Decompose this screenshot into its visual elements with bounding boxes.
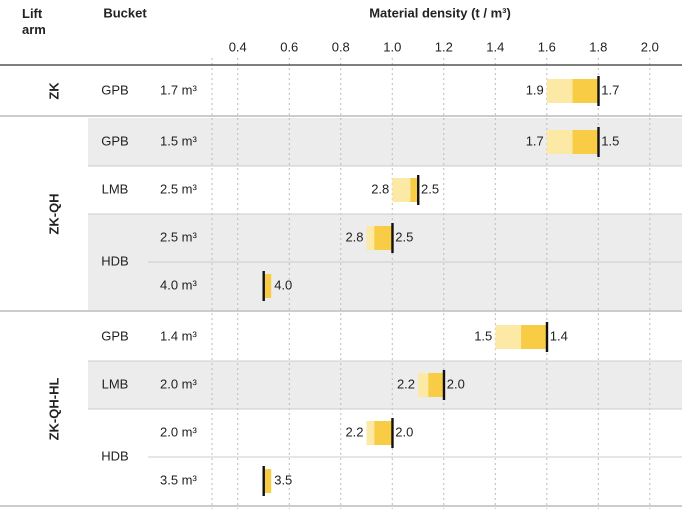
left-label: 2.2 (345, 424, 363, 439)
marker (597, 76, 600, 106)
right-label: 3.5 (274, 472, 292, 487)
marker (417, 175, 420, 205)
x-tick-label: 1.4 (486, 39, 504, 54)
volume: 2.5 m³ (160, 181, 198, 196)
volume: 1.4 m³ (160, 328, 198, 343)
light-segment (546, 79, 573, 103)
row-shade (88, 262, 682, 310)
volume: 2.0 m³ (160, 424, 198, 439)
right-label: 2.5 (421, 181, 439, 196)
volume: 2.0 m³ (160, 376, 198, 391)
light-segment (392, 178, 411, 202)
left-label: 1.9 (526, 82, 544, 97)
bucket-type: HDB (101, 253, 128, 268)
light-segment (366, 421, 375, 445)
light-segment (495, 325, 522, 349)
volume: 3.5 m³ (160, 472, 198, 487)
backgrounds (88, 118, 682, 409)
x-tick-label: 1.0 (383, 39, 401, 54)
marker (391, 223, 394, 253)
lift-arm: ZK-QH-HL (46, 378, 61, 441)
lift-arm: ZK (46, 82, 61, 100)
bucket-type: LMB (102, 181, 129, 196)
x-tick-label: 1.2 (435, 39, 453, 54)
x-tick-label: 1.6 (538, 39, 556, 54)
right-label: 2.0 (395, 424, 413, 439)
marker (597, 127, 600, 157)
right-label: 1.7 (601, 82, 619, 97)
bucket-type: GPB (101, 82, 128, 97)
right-label: 2.5 (395, 229, 413, 244)
dark-segment (572, 79, 599, 103)
right-label: 1.5 (601, 133, 619, 148)
bucket-type: LMB (102, 376, 129, 391)
row-shade (88, 361, 682, 409)
dark-segment (428, 373, 444, 397)
x-tick-label: 0.6 (280, 39, 298, 54)
bucket-type: GPB (101, 328, 128, 343)
dark-segment (263, 469, 272, 493)
right-label: 2.0 (447, 376, 465, 391)
volume: 4.0 m³ (160, 277, 198, 292)
left-label: 2.2 (397, 376, 415, 391)
x-tick-label: 1.8 (589, 39, 607, 54)
marker (262, 271, 265, 301)
bucket-type: HDB (101, 448, 128, 463)
marker (391, 418, 394, 448)
x-tick-label: 0.8 (332, 39, 350, 54)
axis-title: Material density (t / m³) (369, 5, 511, 20)
x-tick-label: 0.4 (229, 39, 247, 54)
marker (262, 466, 265, 496)
light-segment (418, 373, 429, 397)
lift-arm: ZK-QH (46, 193, 61, 234)
dark-segment (410, 178, 419, 202)
lift-arm-header: Lift arm (22, 6, 46, 37)
bucket-type: GPB (101, 133, 128, 148)
marker (442, 370, 446, 400)
dark-segment (374, 421, 393, 445)
light-segment (366, 226, 375, 250)
volume: 1.5 m³ (160, 133, 198, 148)
dark-segment (374, 226, 393, 250)
x-tick-label: 2.0 (641, 39, 659, 54)
left-label: 2.8 (371, 181, 389, 196)
bucket-header: Bucket (103, 5, 147, 20)
volume: 1.7 m³ (160, 82, 198, 97)
dark-segment (572, 130, 599, 154)
left-label: 1.7 (526, 133, 544, 148)
dark-segment (521, 325, 547, 349)
right-label: 1.4 (550, 328, 568, 343)
left-label: 1.5 (474, 328, 492, 343)
light-segment (546, 130, 573, 154)
left-label: 2.8 (345, 229, 363, 244)
right-label: 4.0 (274, 277, 292, 292)
marker (545, 322, 549, 352)
dark-segment (263, 274, 272, 298)
marks (262, 76, 600, 496)
volume: 2.5 m³ (160, 229, 198, 244)
